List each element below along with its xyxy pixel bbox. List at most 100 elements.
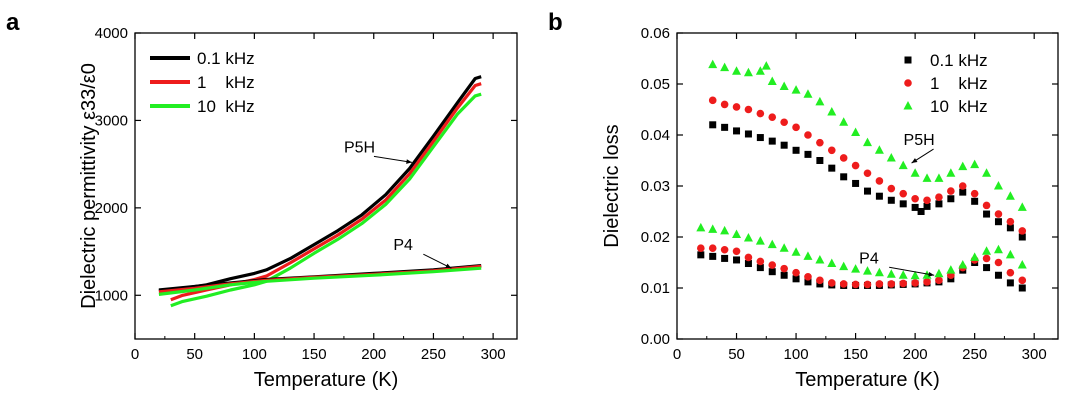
x-tick-label: 0 (131, 346, 139, 363)
annotation-arrowhead (928, 271, 935, 277)
data-point-P4 (768, 261, 777, 269)
annotation-arrowhead (406, 159, 412, 164)
data-point-P5H (851, 161, 860, 170)
data-point-P5H (839, 154, 848, 162)
x-tick-label: 150 (302, 346, 327, 363)
data-point-P4 (804, 272, 812, 281)
x-tick-label: 0 (673, 346, 681, 363)
data-point-P4 (720, 225, 730, 235)
panel-b-letter: b (548, 9, 563, 36)
data-point-P5H (959, 188, 967, 196)
data-point-P4 (780, 264, 788, 273)
data-point-P5H (910, 168, 920, 177)
data-point-P4 (1018, 276, 1027, 285)
data-point-P5H (923, 196, 931, 205)
panel-a-letter: a (6, 9, 20, 36)
x-tick-label: 100 (242, 346, 267, 363)
annotation-label: P4 (393, 237, 413, 254)
data-point-P4 (887, 280, 896, 288)
data-point-P4 (922, 270, 932, 279)
data-point-P5H (755, 66, 765, 75)
x-tick-label: 50 (728, 346, 745, 363)
legend-label: 0.1 kHz (930, 51, 988, 70)
data-point-P5H (864, 187, 871, 195)
data-point-P5H (1006, 224, 1014, 232)
x-tick-label: 250 (421, 346, 446, 363)
data-point-P5H (887, 196, 895, 204)
chart-panel-b: 0 50 100 150 200 250 300 0.00 0.01 0.02 0.03 0.04 0.… (601, 25, 1059, 391)
x-axis-title: Temperature (K) (254, 369, 399, 391)
y-axis-title: Dielectric permittivity ε33/ε0 (78, 63, 100, 309)
data-point-P5H (1017, 202, 1027, 211)
annotation-arrowhead (445, 263, 452, 269)
data-point-P5H (804, 150, 812, 158)
data-point-P5H (875, 177, 884, 185)
data-point-P5H (767, 76, 777, 85)
legend-marker (903, 101, 913, 110)
data-point-P5H (816, 138, 824, 147)
data-point-P4 (733, 256, 741, 264)
data-point-P5H (935, 200, 943, 208)
data-point-P4 (803, 251, 813, 260)
data-point-P5H (804, 131, 812, 139)
data-point-P5H (743, 67, 753, 77)
legend-label: 1 kHz (197, 73, 255, 92)
legend-label: 10 kHz (930, 97, 988, 116)
y-tick-label: 0.03 (641, 178, 670, 195)
data-point-P4 (934, 268, 944, 278)
data-point-P5H (863, 137, 872, 147)
data-point-P4 (886, 269, 896, 278)
data-point-P5H (721, 123, 729, 131)
annotation-arrowhead (911, 158, 918, 164)
x-tick-label: 150 (843, 346, 868, 363)
data-point-P5H (768, 113, 777, 121)
y-tick-label: 4000 (95, 25, 128, 42)
data-point-P4 (780, 271, 788, 279)
legend-marker (904, 79, 912, 87)
y-tick-label: 0.06 (641, 25, 670, 42)
data-point-P4 (898, 270, 908, 279)
y-axis-title: Dielectric loss (601, 124, 623, 247)
data-point-P5H (958, 182, 967, 190)
data-point-P4 (720, 245, 729, 254)
data-point-P5H (791, 85, 801, 94)
data-point-P5H (780, 141, 788, 149)
data-point-P5H (708, 96, 717, 105)
data-point-P5H (917, 208, 925, 215)
data-point-P5H (911, 194, 919, 203)
annotation-label: P4 (859, 250, 879, 267)
data-point-P5H (970, 159, 980, 169)
data-point-P5H (922, 173, 932, 182)
data-point-P4 (816, 276, 824, 285)
data-point-P5H (792, 123, 800, 132)
data-point-P4 (791, 247, 801, 256)
data-point-P5H (886, 152, 896, 162)
data-point-P5H (983, 210, 991, 218)
data-point-P4 (851, 264, 861, 273)
data-point-P4 (732, 247, 741, 256)
legend-marker (904, 56, 912, 64)
data-point-P5H (899, 200, 907, 208)
data-point-P5H (993, 181, 1003, 190)
data-point-P4 (767, 239, 777, 249)
y-tick-label: 0.01 (641, 280, 670, 297)
data-point-P4 (792, 268, 800, 277)
x-tick-label: 300 (481, 346, 506, 363)
data-point-P5H (828, 164, 836, 172)
data-point-P5H (768, 137, 776, 145)
x-tick-label: 50 (186, 346, 203, 363)
data-point-P5H (827, 146, 836, 155)
x-tick-label: 300 (1022, 346, 1047, 363)
data-point-P4 (839, 261, 849, 271)
data-point-P5H (709, 121, 717, 129)
data-point-P4 (993, 244, 1003, 254)
data-point-P5H (911, 203, 919, 211)
data-point-P4 (875, 280, 884, 288)
data-point-P4 (899, 279, 908, 288)
data-point-P4 (851, 280, 860, 289)
data-point-P5H (780, 118, 788, 127)
annotation-arrow (373, 155, 413, 163)
data-point-P5H (720, 62, 730, 72)
data-point-P4 (779, 243, 789, 252)
